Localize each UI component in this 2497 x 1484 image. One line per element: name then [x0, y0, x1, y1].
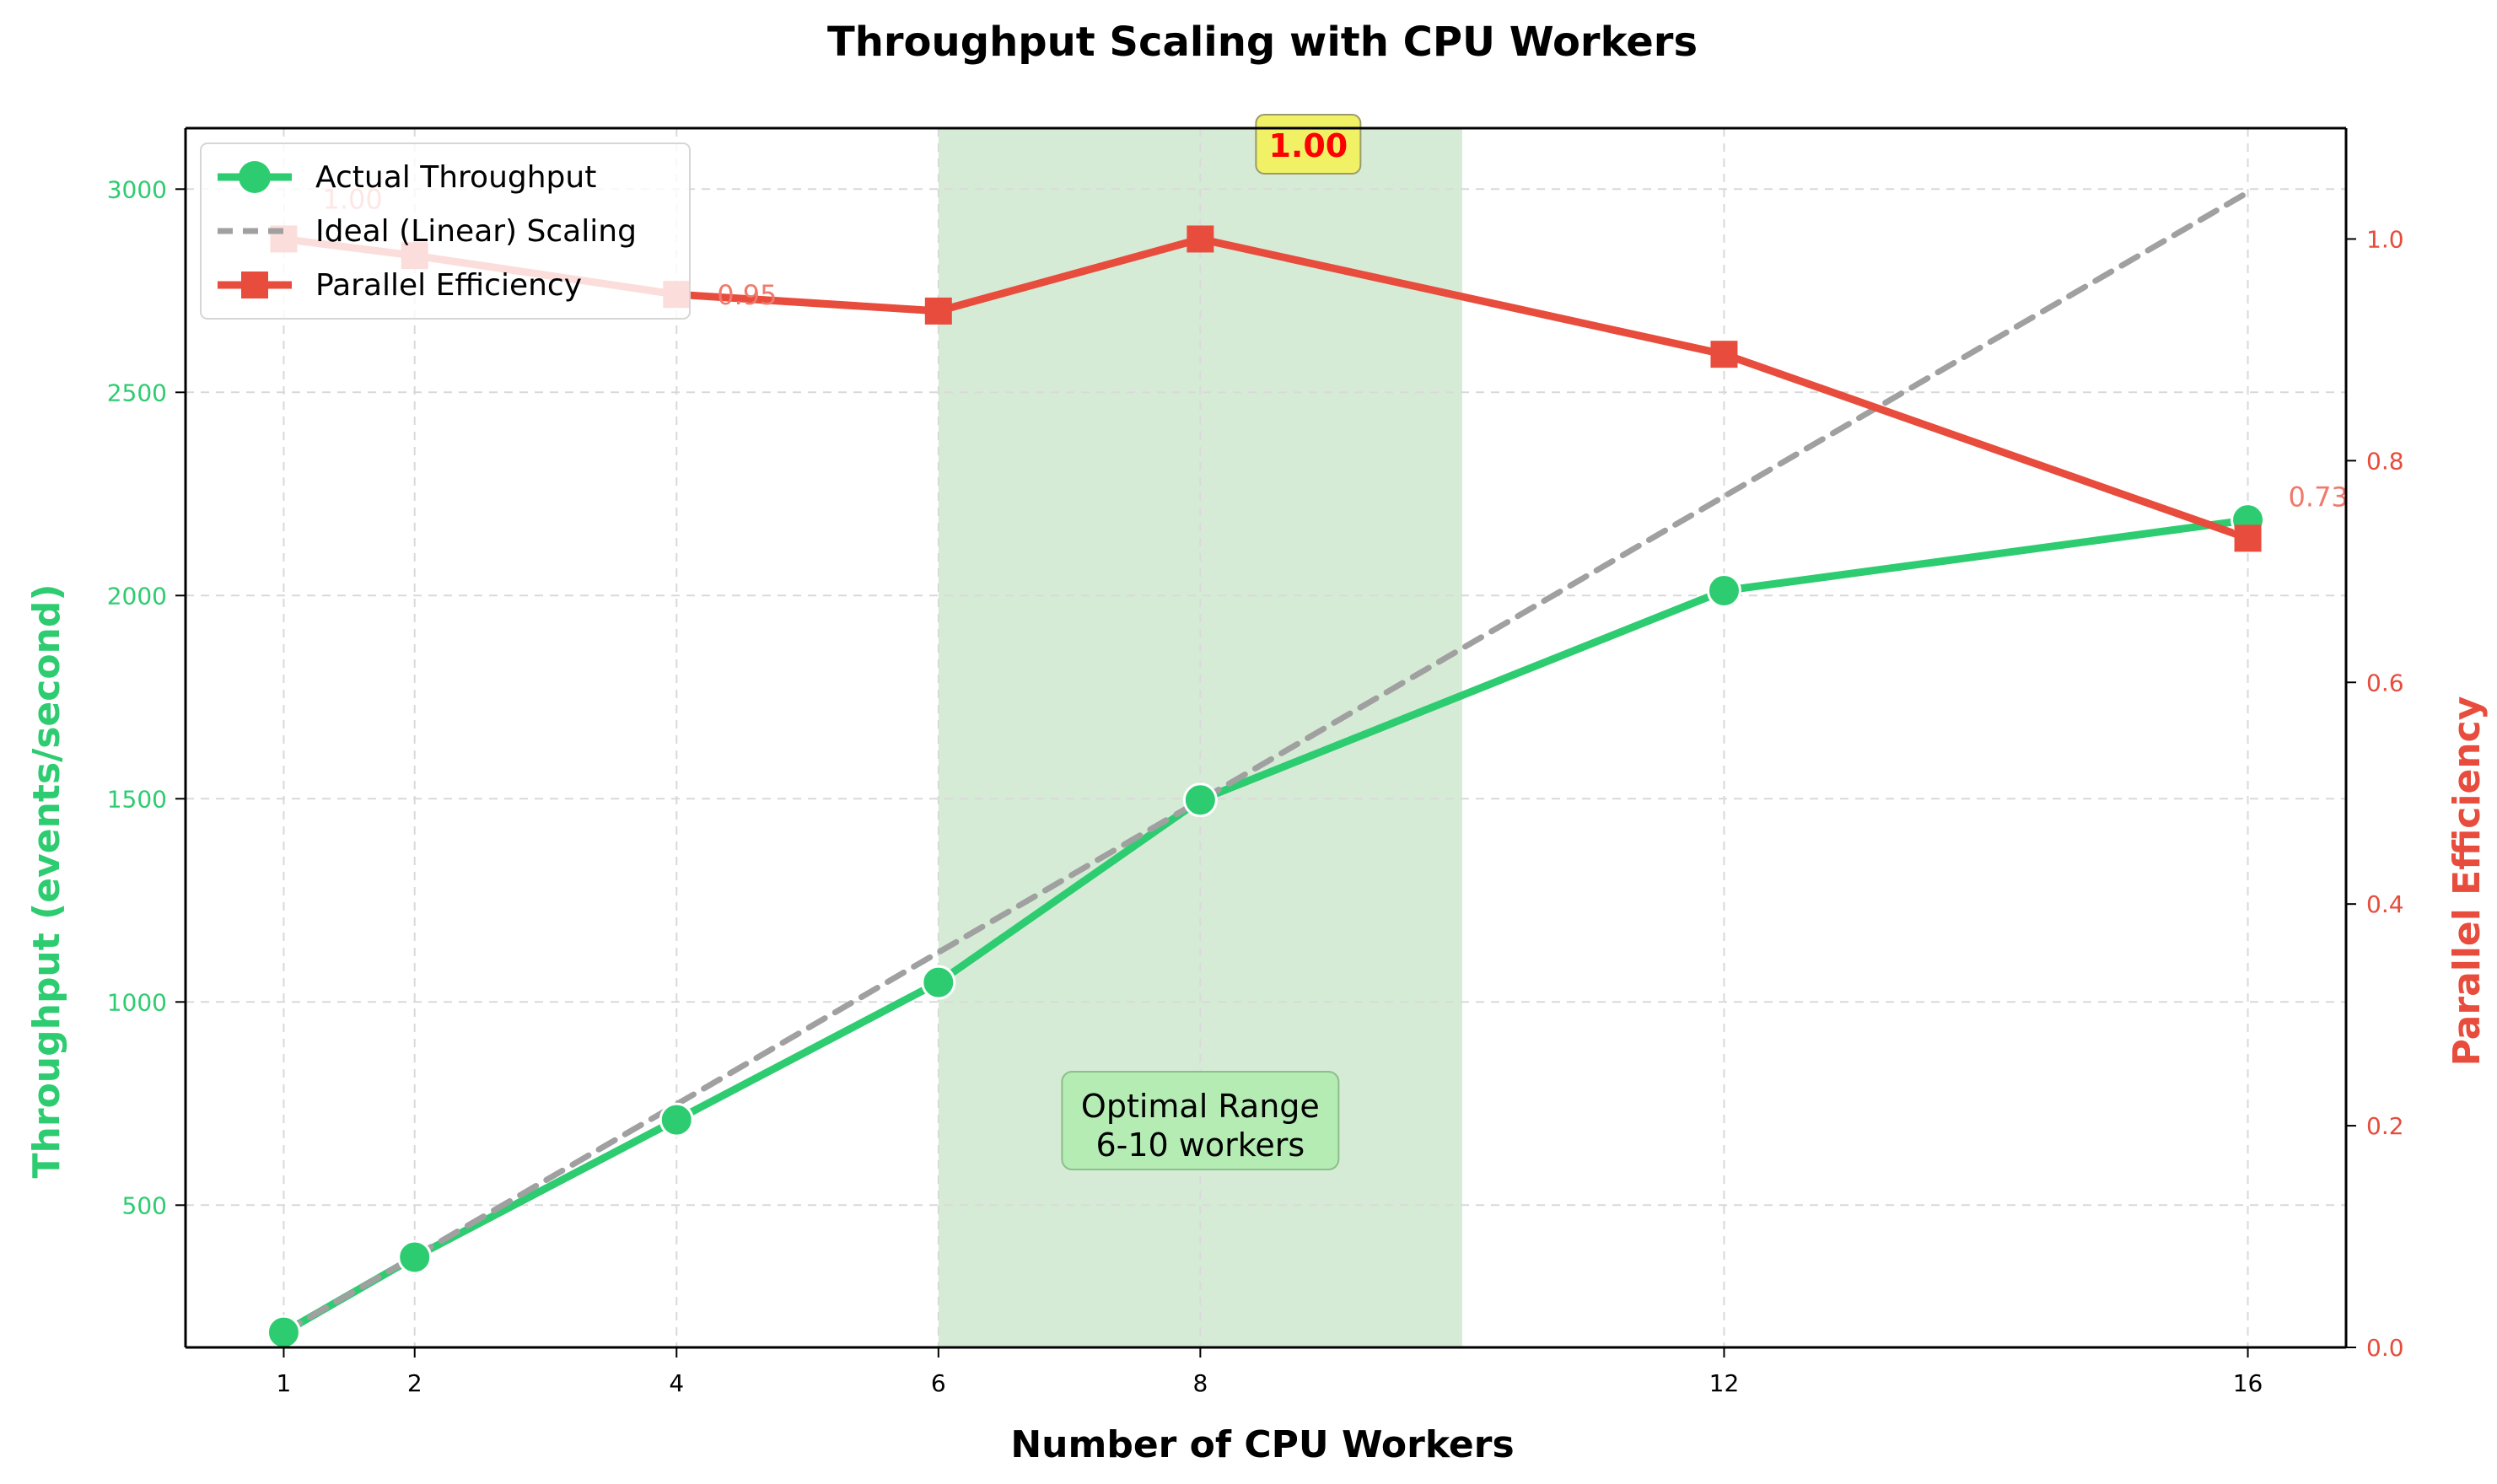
peak-label: 1.00 — [1268, 127, 1348, 164]
efficiency-point — [924, 297, 952, 325]
y-left-tick-label: 500 — [122, 1191, 167, 1219]
x-tick-label: 2 — [407, 1369, 422, 1397]
optimal-range-label-line2: 6-10 workers — [1095, 1126, 1305, 1164]
efficiency-label: 0.95 — [717, 279, 777, 311]
efficiency-point — [1187, 225, 1214, 253]
throughput-point — [1706, 573, 1741, 609]
y-right-tick-label: 1.0 — [2366, 225, 2404, 253]
x-axis-label: Number of CPU Workers — [1010, 1423, 1514, 1466]
legend-marker-0 — [239, 161, 271, 193]
legend-marker-2 — [241, 272, 268, 298]
y-axis-label-left: Throughput (events/second) — [25, 584, 68, 1179]
efficiency-point — [1710, 341, 1738, 368]
y-left-tick-label: 1500 — [107, 785, 167, 813]
efficiency-label: 0.73 — [2289, 481, 2349, 513]
y-left-tick-label: 3000 — [107, 175, 167, 203]
throughput-point — [659, 1102, 694, 1137]
y-left-tick-label: 2500 — [107, 379, 167, 406]
x-tick-label: 4 — [669, 1369, 684, 1397]
y-left-tick-label: 2000 — [107, 582, 167, 610]
y-axis-label-right: Parallel Efficiency — [2446, 696, 2489, 1067]
legend-label-2: Parallel Efficiency — [315, 268, 582, 303]
y-right-tick-label: 0.4 — [2366, 890, 2404, 918]
optimal-range-label-line1: Optimal Range — [1081, 1088, 1320, 1125]
y-left-tick-label: 1000 — [107, 988, 167, 1016]
throughput-point — [266, 1315, 301, 1350]
x-tick-label: 8 — [1192, 1369, 1208, 1397]
x-tick-label: 6 — [931, 1369, 946, 1397]
x-tick-label: 1 — [277, 1369, 292, 1397]
throughput-point — [921, 965, 956, 1000]
throughput-point — [397, 1239, 433, 1275]
optimal-range-box — [1061, 1071, 1340, 1170]
legend-label-1: Ideal (Linear) Scaling — [315, 214, 637, 249]
x-tick-label: 16 — [2233, 1369, 2263, 1397]
chart-title: Throughput Scaling with CPU Workers — [827, 19, 1698, 66]
y-right-tick-label: 0.6 — [2366, 669, 2404, 696]
legend-label-0: Actual Throughput — [315, 160, 596, 195]
efficiency-point — [2234, 524, 2262, 552]
y-right-tick-label: 0.2 — [2366, 1112, 2404, 1140]
legend-box — [200, 142, 691, 320]
y-right-tick-label: 0.0 — [2366, 1334, 2404, 1362]
throughput-point — [1182, 782, 1218, 818]
x-tick-label: 12 — [1709, 1369, 1740, 1397]
y-right-tick-label: 0.8 — [2366, 447, 2404, 475]
